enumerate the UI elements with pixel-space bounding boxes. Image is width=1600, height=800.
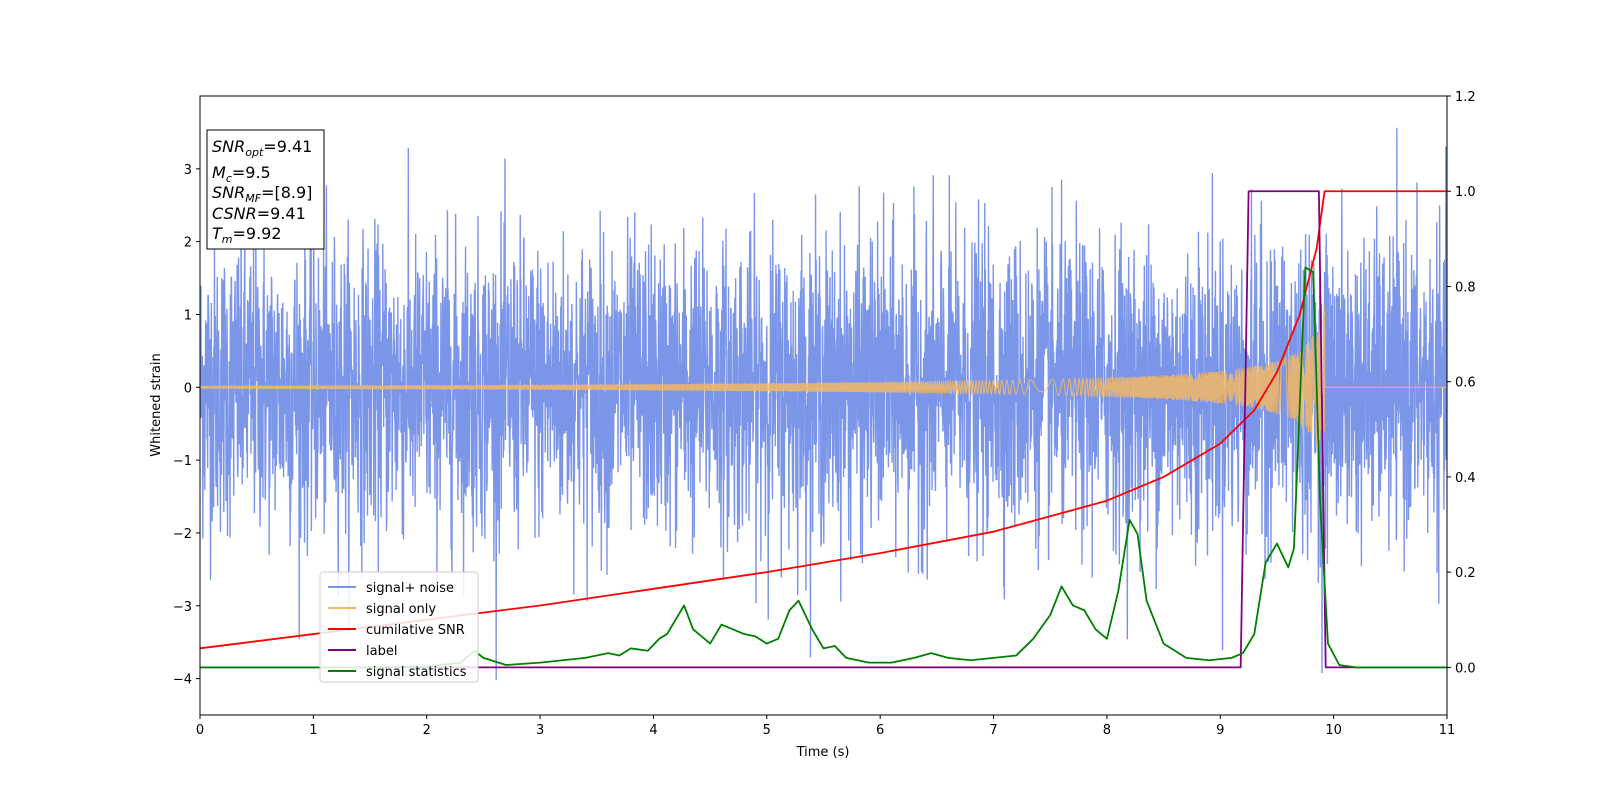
legend: signal+ noise signal only cumilative SNR la… <box>319 571 479 683</box>
y2-tick-label: 0.0 <box>1455 661 1476 676</box>
y-tick-label: −2 <box>173 527 192 542</box>
legend-item-cumulative-snr: cumilative SNR <box>328 623 465 638</box>
y-tick-label: 0 <box>184 381 192 396</box>
y-axis-left: −4 −3 −2 −1 0 1 2 3 <box>173 163 200 688</box>
y-tick-label: −4 <box>173 673 192 688</box>
series-layer <box>200 127 1447 681</box>
x-tick-label: 6 <box>876 723 884 738</box>
x-tick-label: 5 <box>763 723 771 738</box>
series-cumulative-snr <box>200 190 1447 650</box>
x-tick-label: 9 <box>1216 723 1224 738</box>
x-tick-label: 11 <box>1439 723 1456 738</box>
legend-label: signal only <box>366 602 436 617</box>
x-tick-label: 2 <box>423 723 431 738</box>
y-axis-label: Whitened strain <box>149 353 164 456</box>
legend-item-signal-noise: signal+ noise <box>328 581 454 596</box>
info-box: SNRopt=9.41 Mc=9.5 SNRMF=[8.9] CSNR=9.41… <box>206 129 325 250</box>
y2-tick-label: 1.2 <box>1455 90 1476 105</box>
y2-tick-label: 0.2 <box>1455 566 1476 581</box>
legend-label: cumilative SNR <box>366 623 465 638</box>
y-tick-label: 1 <box>184 308 192 323</box>
legend-item-signal-only: signal only <box>328 602 436 617</box>
info-snr-mf: SNRMF=[8.9] <box>212 183 312 205</box>
y-tick-label: 3 <box>184 163 192 178</box>
y2-tick-label: 1.0 <box>1455 185 1476 200</box>
x-tick-label: 8 <box>1103 723 1111 738</box>
x-tick-label: 3 <box>536 723 544 738</box>
legend-label: signal+ noise <box>366 581 454 596</box>
legend-label: label <box>366 644 397 659</box>
x-tick-label: 1 <box>309 723 317 738</box>
y2-tick-label: 0.6 <box>1455 376 1476 391</box>
x-tick-label: 7 <box>989 723 997 738</box>
series-label <box>200 190 1447 669</box>
info-tm: Tm=9.92 <box>212 224 282 246</box>
y2-tick-label: 0.4 <box>1455 471 1476 486</box>
info-snr-opt: SNRopt=9.41 <box>212 137 312 159</box>
series-signal-only <box>200 304 1447 466</box>
y-tick-label: 2 <box>184 236 192 251</box>
y-tick-label: −3 <box>173 600 192 615</box>
plot-frame <box>199 95 1448 716</box>
x-axis-label: Time (s) <box>796 745 850 760</box>
info-csnr: CSNR=9.41 <box>212 204 306 223</box>
info-mc: Mc=9.5 <box>212 163 271 185</box>
legend-item-label: label <box>328 644 397 659</box>
legend-label: signal statistics <box>366 665 467 680</box>
x-tick-label: 4 <box>649 723 657 738</box>
x-axis: 0 1 2 3 4 5 6 7 8 9 10 11 <box>196 715 1455 738</box>
x-tick-label: 0 <box>196 723 204 738</box>
legend-item-signal-statistics: signal statistics <box>328 665 467 680</box>
y-axis-right: 0.0 0.2 0.4 0.6 0.8 1.0 1.2 <box>1447 90 1476 676</box>
x-tick-label: 10 <box>1325 723 1342 738</box>
y-tick-label: −1 <box>173 454 192 469</box>
series-signal-statistics <box>200 266 1447 669</box>
y2-tick-label: 0.8 <box>1455 280 1476 295</box>
